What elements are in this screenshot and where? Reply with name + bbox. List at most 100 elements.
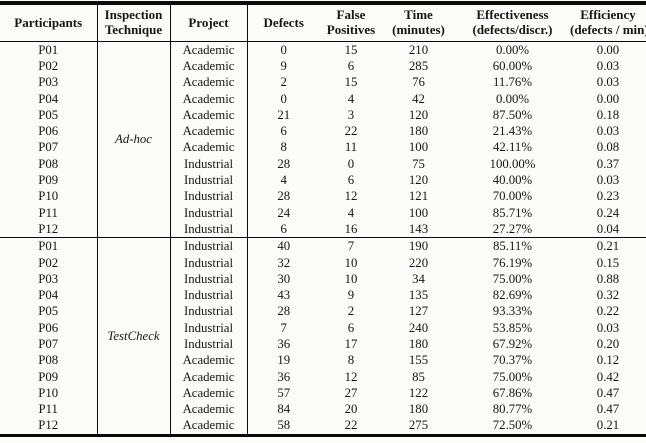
effectiveness-cell: 40.00% (492, 173, 533, 188)
table-row: P08 Industrial 28 0 75 100.00% 0.37 (0, 155, 646, 173)
efficiency-cell: 0.15 (596, 255, 620, 270)
project-cell: Academic (170, 123, 248, 140)
table-row: P09 Academic 36 12 85 75.00% 0.42 (0, 368, 646, 385)
defects-cell: 28 (277, 304, 291, 319)
participant-cell: P03 (0, 74, 98, 91)
false-positives-cell: 27 (344, 385, 358, 400)
table-row: P04 Academic 0 4 42 0.00% 0.00 (0, 90, 646, 107)
technique-cell: Ad-hoc (97, 41, 171, 238)
table-row: P06 Industrial 7 6 240 53.85% 0.03 (0, 319, 646, 336)
false-positives-cell: 9 (347, 288, 355, 303)
defects-cell: 36 (277, 337, 291, 351)
time-cell: 120 (408, 107, 429, 122)
efficiency-cell: 0.22 (596, 304, 620, 319)
time-cell: 275 (408, 418, 429, 433)
project-cell: Industrial (170, 188, 248, 205)
table-row: P03 Industrial 30 10 34 75.00% 0.88 (0, 270, 646, 288)
efficiency-cell: 0.03 (596, 75, 620, 90)
project-cell: Industrial (170, 303, 248, 320)
col-header-efficiency: Efficiency (defects / min) (570, 3, 646, 42)
false-positives-cell: 15 (344, 42, 358, 57)
table-body: P01 Ad-hoc Academic 0 15 210 0.00% 0.00 P02 Acade… (0, 41, 646, 436)
effectiveness-cell: 0.00% (495, 91, 530, 106)
efficiency-cell: 0.00 (596, 91, 620, 106)
effectiveness-cell: 27.27% (492, 221, 533, 236)
time-cell: 210 (408, 42, 429, 57)
defects-cell: 24 (277, 205, 291, 220)
efficiency-cell: 0.08 (596, 140, 620, 155)
project-cell: Industrial (170, 204, 248, 221)
header-row: Participants Inspection Technique Projec… (0, 3, 646, 42)
efficiency-cell: 0.88 (596, 271, 620, 286)
effectiveness-cell: 0.00% (495, 42, 530, 57)
participant-cell: P06 (0, 123, 98, 140)
table-row: P01 TestCheck Industrial 40 7 190 85.11% 0.21 (0, 237, 646, 436)
table-row: P11 Academic 84 20 180 80.77% 0.47 (0, 401, 646, 418)
defects-cell: 57 (277, 385, 291, 400)
participant-cell: P01 (0, 41, 98, 58)
time-cell: 42 (412, 91, 425, 106)
participant-cell: P06 (0, 319, 98, 336)
table-row: P07 Industrial 36 17 180 67.92% 0.20 (0, 336, 646, 353)
time-cell: 100 (408, 205, 429, 220)
false-positives-cell: 2 (347, 304, 355, 319)
participant-cell: P09 (0, 368, 98, 385)
time-cell: 85 (412, 369, 425, 384)
participant-cell: P05 (0, 106, 98, 124)
project-cell: Academic (170, 57, 248, 75)
table-row: P02 Industrial 32 10 220 76.19% 0.15 (0, 254, 646, 271)
table-row: P10 Industrial 28 12 121 70.00% 0.23 (0, 188, 646, 205)
table-row: P12 Academic 58 22 275 72.50% 0.21 (0, 417, 646, 436)
effectiveness-cell: 93.33% (492, 304, 533, 319)
project-cell: Industrial (170, 254, 248, 271)
defects-cell: 21 (277, 107, 291, 122)
participant-cell: P12 (0, 220, 98, 238)
defects-cell: 0 (280, 91, 287, 106)
efficiency-cell: 0.24 (596, 205, 620, 220)
time-cell: 143 (408, 221, 429, 236)
participant-cell: P08 (0, 155, 98, 173)
defects-cell: 32 (277, 255, 291, 270)
efficiency-cell: 0.03 (596, 320, 620, 335)
false-positives-cell: 10 (344, 271, 358, 286)
time-cell: 190 (382, 237, 455, 255)
project-cell: Academic (170, 401, 248, 418)
efficiency-cell: 0.12 (596, 353, 620, 368)
false-positives-cell: 0 (347, 156, 355, 171)
false-positives-cell: 12 (344, 189, 358, 204)
defects-cell: 2 (280, 75, 287, 90)
effectiveness-cell: 80.77% (492, 402, 533, 417)
project-cell: Academic (170, 74, 248, 91)
false-positives-cell: 17 (344, 337, 358, 351)
efficiency-cell: 0.04 (596, 221, 620, 236)
effectiveness-cell: 75.00% (492, 369, 533, 384)
false-positives-cell: 16 (344, 221, 358, 236)
effectiveness-cell: 87.50% (492, 107, 533, 122)
time-cell: 155 (408, 353, 429, 368)
time-cell: 220 (408, 255, 429, 270)
effectiveness-cell: 70.37% (492, 353, 533, 368)
time-cell: 180 (408, 337, 429, 351)
effectiveness-cell: 100.00% (489, 156, 536, 171)
participant-cell: P03 (0, 270, 98, 288)
project-cell: Industrial (170, 287, 248, 304)
project-cell: Academic (170, 384, 248, 402)
project-cell: Academic (170, 417, 248, 436)
effectiveness-cell: 85.11% (455, 237, 570, 255)
effectiveness-cell: 72.50% (492, 418, 533, 433)
false-positives-cell: 15 (344, 75, 358, 90)
participant-cell: P04 (0, 90, 98, 107)
effectiveness-cell: 60.00% (492, 58, 533, 73)
col-header-defects: Defects (247, 3, 320, 42)
efficiency-cell: 0.47 (596, 385, 620, 400)
efficiency-cell: 0.00 (596, 42, 620, 57)
table-row: P04 Industrial 43 9 135 82.69% 0.32 (0, 287, 646, 304)
table-row: P10 Academic 57 27 122 67.86% 0.47 (0, 384, 646, 402)
false-positives-cell: 6 (347, 173, 355, 188)
false-positives-cell: 22 (344, 418, 358, 433)
efficiency-cell: 0.21 (570, 237, 646, 255)
project-cell: Academic (170, 139, 248, 156)
defects-cell: 4 (280, 173, 287, 188)
table-row: P05 Industrial 28 2 127 93.33% 0.22 (0, 303, 646, 320)
